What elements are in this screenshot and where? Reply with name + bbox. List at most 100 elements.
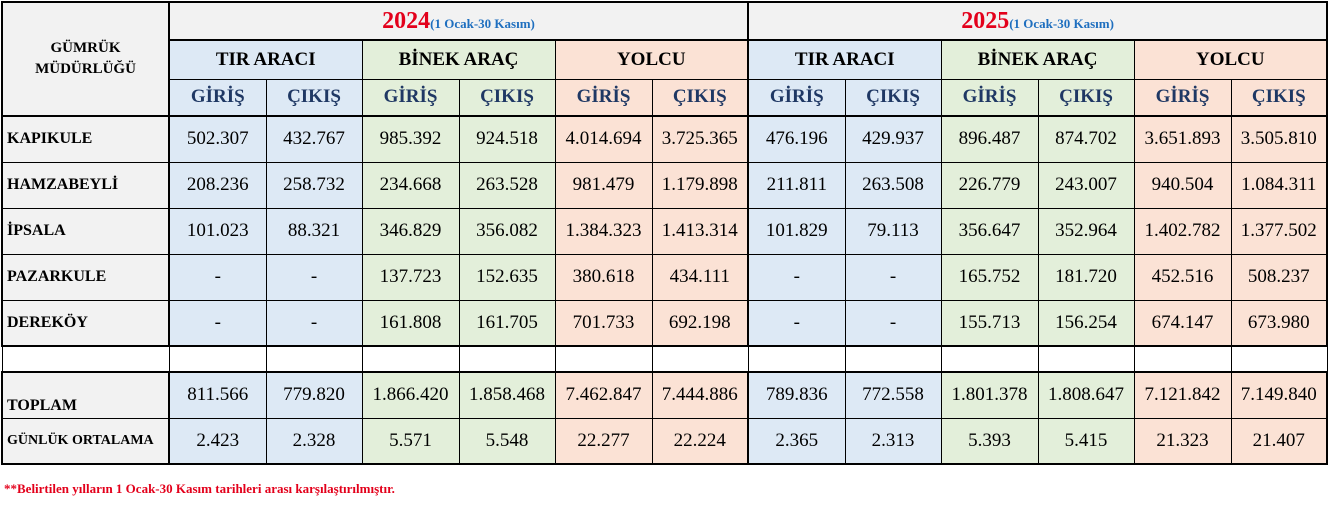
table-cell: 21.323 [1133,417,1232,465]
entry-subheader: GİRİŞ [361,78,460,117]
table-cell: 692.198 [651,299,750,347]
table-cell: 181.720 [1037,253,1135,301]
table-cell: 981.479 [554,161,653,209]
table-cell: 2.328 [265,417,363,465]
table-cell: 263.508 [844,161,942,209]
table-row: GÜNLÜK ORTALAMA 2.423 2.328 5.571 5.548 22.27… [1,417,1328,465]
table-cell: 434.111 [651,253,750,301]
table-cell: 7.149.840 [1230,371,1328,419]
table-cell: 429.937 [844,115,942,163]
row-label: GÜNLÜK ORTALAMA [1,417,170,465]
table-cell: 896.487 [940,115,1039,163]
table-cell: - [844,299,942,347]
border-crossing-table: GÜMRÜK MÜDÜRLÜĞÜ 2024(1 Ocak-30 Kasım) 2… [1,1,1328,465]
table-cell: 508.237 [1230,253,1328,301]
table-cell: 502.307 [168,115,267,163]
table-row: TOPLAM 811.566 779.820 1.866.420 1.858.468 7.… [1,371,1328,419]
table-cell: 1.801.378 [940,371,1039,419]
table-cell: 811.566 [168,371,267,419]
spacer-row [1,345,1328,373]
year-2025-header: 2025(1 Ocak-30 Kasım) [747,1,1328,41]
table-cell: 137.723 [361,253,460,301]
table-cell: 5.415 [1037,417,1135,465]
spacer-cell [747,345,846,373]
exit-subheader: ÇIKIŞ [265,78,363,117]
table-cell: 101.829 [747,207,846,255]
year-2025-label: 2025 [961,7,1010,34]
table-cell: 155.713 [940,299,1039,347]
table-cell: 22.277 [554,417,653,465]
year-2024-header: 2024(1 Ocak-30 Kasım) [168,1,750,41]
table-row: KAPIKULE 502.307 432.767 985.392 924.518 4.01… [1,115,1328,163]
table-cell: 1.808.647 [1037,371,1135,419]
table-cell: 985.392 [361,115,460,163]
exit-subheader: ÇIKIŞ [651,78,750,117]
table-cell: 356.082 [458,207,556,255]
table-cell: 5.571 [361,417,460,465]
exit-subheader: ÇIKIŞ [1037,78,1135,117]
table-cell: 4.014.694 [554,115,653,163]
table-row: HAMZABEYLİ 208.236 258.732 234.668 263.528 98… [1,161,1328,209]
table-cell: 152.635 [458,253,556,301]
spacer-cell [1133,345,1232,373]
spacer-cell [265,345,363,373]
footnote: **Belirtilen yılların 1 Ocak-30 Kasım ta… [4,481,395,496]
table-cell: 673.980 [1230,299,1328,347]
table-cell: 1.084.311 [1230,161,1328,209]
table-cell: 1.377.502 [1230,207,1328,255]
table-cell: 2.423 [168,417,267,465]
table-cell: 7.462.847 [554,371,653,419]
table-cell: 3.725.365 [651,115,750,163]
table-cell: 2.313 [844,417,942,465]
spacer-cell [458,345,556,373]
table-cell: - [168,253,267,301]
row-label: HAMZABEYLİ [1,161,170,209]
table-cell: - [265,253,363,301]
table-cell: 156.254 [1037,299,1135,347]
spacer-cell [554,345,653,373]
group-header-2025-yolcu: YOLCU [1133,39,1328,80]
group-header-2024-tir: TIR ARACI [168,39,363,80]
table-cell: 161.705 [458,299,556,347]
table-cell: 380.618 [554,253,653,301]
entry-subheader: GİRİŞ [940,78,1039,117]
table-cell: 940.504 [1133,161,1232,209]
exit-subheader: ÇIKIŞ [1230,78,1328,117]
table-cell: - [844,253,942,301]
table-cell: 5.548 [458,417,556,465]
entry-subheader: GİRİŞ [554,78,653,117]
table-cell: 22.224 [651,417,750,465]
table-row: İPSALA 101.023 88.321 346.829 356.082 1.384.3… [1,207,1328,255]
table-cell: 258.732 [265,161,363,209]
row-label: İPSALA [1,207,170,255]
group-header-2025-tir: TIR ARACI [747,39,942,80]
year-2024-range: (1 Ocak-30 Kasım) [430,15,535,31]
table-cell: 779.820 [265,371,363,419]
table-cell: 7.121.842 [1133,371,1232,419]
table-cell: 161.808 [361,299,460,347]
year-2025-range: (1 Ocak-30 Kasım) [1009,15,1114,31]
table-cell: 701.733 [554,299,653,347]
table-cell: 772.558 [844,371,942,419]
customs-office-header: GÜMRÜK MÜDÜRLÜĞÜ [1,1,170,117]
year-2024-label: 2024 [382,7,431,34]
exit-subheader: ÇIKIŞ [844,78,942,117]
spacer-cell [1037,345,1135,373]
table-cell: 1.402.782 [1133,207,1232,255]
table-cell: 356.647 [940,207,1039,255]
table-cell: 789.836 [747,371,846,419]
table-cell: 101.023 [168,207,267,255]
table-cell: 2.365 [747,417,846,465]
table-cell: 1.858.468 [458,371,556,419]
spacer-cell [844,345,942,373]
spacer-cell [168,345,267,373]
table-cell: 346.829 [361,207,460,255]
group-header-2024-binek: BİNEK ARAÇ [361,39,556,80]
table-cell: 924.518 [458,115,556,163]
table-cell: 1.384.323 [554,207,653,255]
table-cell: 208.236 [168,161,267,209]
table-row: DEREKÖY - -161.808 161.705 701.733 692.198- -1… [1,299,1328,347]
table-cell: 234.668 [361,161,460,209]
table-cell: 674.147 [1133,299,1232,347]
table-cell: 3.651.893 [1133,115,1232,163]
